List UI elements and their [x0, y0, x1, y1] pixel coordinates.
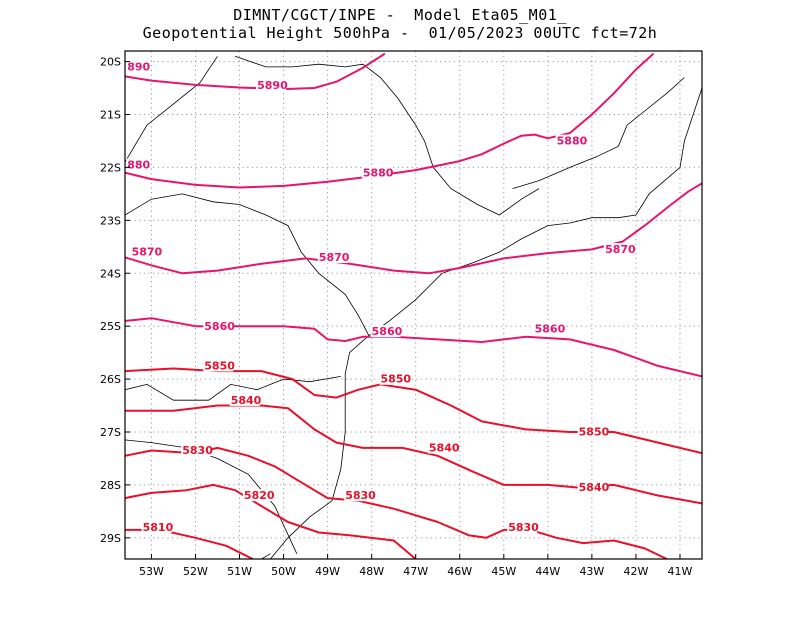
- lon-tick-label: 41W: [668, 565, 693, 578]
- state-border-sc-rs: [125, 439, 298, 554]
- contour-label-5810: 5810: [143, 521, 174, 534]
- contour-label-5880: 5880: [363, 166, 394, 179]
- contour-label-5860: 5860: [204, 320, 235, 333]
- contour-label-bg: [317, 251, 348, 264]
- lat-tick-label: 25S: [100, 320, 121, 333]
- river-parana: [125, 56, 218, 163]
- contour-label-bg: [141, 520, 172, 533]
- contour-5830: [125, 446, 668, 559]
- lat-tick-label: 29S: [100, 532, 121, 545]
- map-title-line-1: DIMNT/CGCT/INPE - Model Eta05_M01_: [233, 6, 567, 24]
- contour-label-5830: 5830: [508, 521, 539, 534]
- contour-label-5830: 5830: [182, 444, 213, 457]
- graticule: [125, 51, 702, 559]
- contour-label-bg: [203, 359, 234, 372]
- contour-label-layer: 890 5890 880 5880 5880 5870 5870 5870 5860 5860 58…: [126, 60, 636, 534]
- contour-label-bg: [577, 481, 608, 494]
- lon-tick-label: 42W: [623, 565, 648, 578]
- lon-tick-label: 51W: [227, 565, 252, 578]
- atlantic-coast: [269, 87, 702, 559]
- lon-tick-label: 52W: [183, 565, 208, 578]
- contour-label-bg: [370, 325, 401, 338]
- contour-5880: [125, 52, 655, 189]
- contour-label-5840: 5840: [231, 394, 262, 407]
- contour-label-bg: [126, 158, 150, 171]
- contour-label-bg: [555, 134, 586, 147]
- contour-label-5870: 5870: [319, 251, 350, 264]
- lat-tick-label: 22S: [100, 161, 121, 174]
- contour-5810: [125, 528, 254, 559]
- contour-label-5850: 5850: [579, 426, 610, 439]
- contour-label-bg: [181, 444, 212, 457]
- contour-label-bg: [130, 245, 161, 258]
- contour-label-bg: [533, 322, 564, 335]
- lat-tick-label: 26S: [100, 373, 121, 386]
- contour-label-bg: [361, 166, 392, 179]
- axis-ticks: 53W 52W 51W 50W 49W 48W 47W 46W 45W 44W 43W 42W 41W 2…: [100, 56, 693, 578]
- map-title-line-2: Geopotential Height 500hPa - 01/05/2023 …: [142, 24, 658, 42]
- contour-label-5860: 5860: [372, 325, 403, 338]
- lon-tick-label: 43W: [579, 565, 604, 578]
- lon-tick-label: 46W: [447, 565, 472, 578]
- contour-label-5870: 5870: [605, 243, 636, 256]
- contour-label-bg: [344, 489, 375, 502]
- lon-tick-label: 48W: [359, 565, 384, 578]
- map-frame: [124, 50, 703, 560]
- contour-label-bg: [242, 489, 273, 502]
- contour-label-5880: 5880: [557, 135, 588, 148]
- contour-5820: [125, 483, 417, 559]
- lat-tick-label: 28S: [100, 479, 121, 492]
- contour-label-5880: 880: [127, 158, 150, 171]
- contour-label-bg: [203, 319, 234, 332]
- contour-5870: [125, 182, 702, 275]
- contour-5850: [125, 367, 702, 455]
- contour-label-5850: 5850: [380, 373, 411, 386]
- contour-label-5890: 890: [127, 61, 150, 74]
- contour-label-bg: [427, 441, 458, 454]
- contour-label-5860: 5860: [535, 322, 566, 335]
- state-border-pr-sc: [125, 376, 341, 401]
- lon-tick-label: 47W: [403, 565, 428, 578]
- lon-tick-label: 45W: [491, 565, 516, 578]
- coastline-layer: [125, 55, 702, 559]
- state-border-sp-mg: [234, 55, 540, 216]
- contour-label-5820: 5820: [244, 489, 275, 502]
- lon-tick-label: 53W: [139, 565, 164, 578]
- contour-label-bg: [229, 393, 260, 406]
- contour-label-5830: 5830: [345, 489, 376, 502]
- contour-label-bg: [577, 425, 608, 438]
- state-border-mg-rj: [512, 77, 685, 189]
- lat-tick-label: 27S: [100, 426, 121, 439]
- contour-label-5850: 5850: [204, 360, 235, 373]
- lat-tick-label: 21S: [100, 109, 121, 122]
- lon-tick-label: 50W: [271, 565, 296, 578]
- lat-tick-label: 24S: [100, 267, 121, 280]
- lat-tick-label: 20S: [100, 56, 121, 69]
- lon-tick-label: 44W: [535, 565, 560, 578]
- contour-label-bg: [604, 243, 635, 256]
- contour-layer: [125, 52, 702, 559]
- contour-5890: [125, 52, 386, 91]
- contour-label-bg: [126, 60, 150, 73]
- contour-label-5840: 5840: [579, 481, 610, 494]
- contour-label-5890: 5890: [257, 79, 288, 92]
- lat-tick-label: 23S: [100, 214, 121, 227]
- contour-label-5840: 5840: [429, 442, 460, 455]
- lon-tick-label: 49W: [315, 565, 340, 578]
- contour-label-5870: 5870: [132, 246, 163, 259]
- contour-label-bg: [379, 372, 410, 385]
- contour-label-bg: [507, 520, 538, 533]
- state-border-sp-pr: [125, 193, 370, 337]
- contour-label-bg: [256, 79, 287, 92]
